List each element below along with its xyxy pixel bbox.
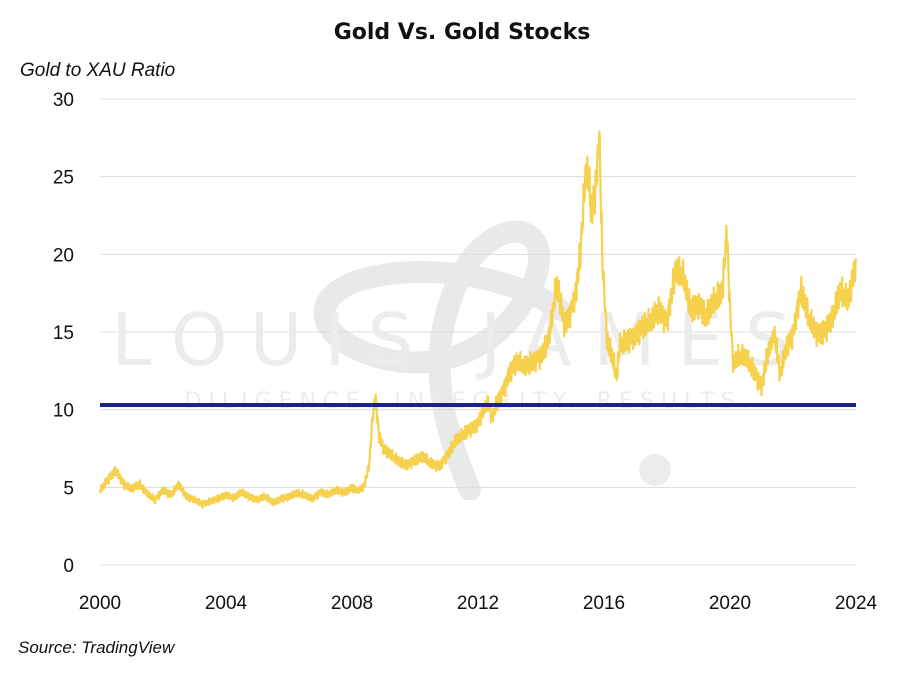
y-tick-label: 25: [53, 168, 74, 189]
y-tick-label: 15: [53, 323, 74, 344]
x-tick-label: 2008: [331, 593, 373, 614]
chart-title: Gold Vs. Gold Stocks: [333, 20, 591, 45]
x-tick-label: 2024: [835, 593, 878, 614]
y-axis-label: Gold to XAU Ratio: [20, 60, 176, 81]
watermark-text: LOUIS JAMES DILIGENCE. INTEGRITY. RESULT…: [111, 298, 812, 414]
x-axis-ticks: 2000 2004 2008 2012 2016 2020 2024: [79, 593, 878, 614]
x-tick-label: 2004: [205, 593, 248, 614]
source-note: Source: TradingView: [18, 638, 175, 657]
x-tick-label: 2012: [457, 593, 499, 614]
y-tick-label: 0: [63, 556, 74, 577]
y-tick-label: 10: [53, 401, 74, 422]
y-tick-label: 30: [53, 90, 74, 111]
watermark-brand: LOUIS JAMES: [111, 298, 812, 382]
series-line: [98, 130, 858, 509]
y-tick-label: 20: [53, 245, 74, 266]
x-tick-label: 2020: [709, 593, 751, 614]
series-layer: [98, 130, 858, 509]
y-axis-ticks: 0 5 10 15 20 25 30: [53, 90, 74, 577]
x-tick-label: 2000: [79, 593, 121, 614]
watermark-tagline: DILIGENCE. INTEGRITY. RESULTS.: [184, 389, 755, 414]
x-tick-label: 2016: [583, 593, 625, 614]
y-tick-label: 5: [63, 478, 74, 499]
